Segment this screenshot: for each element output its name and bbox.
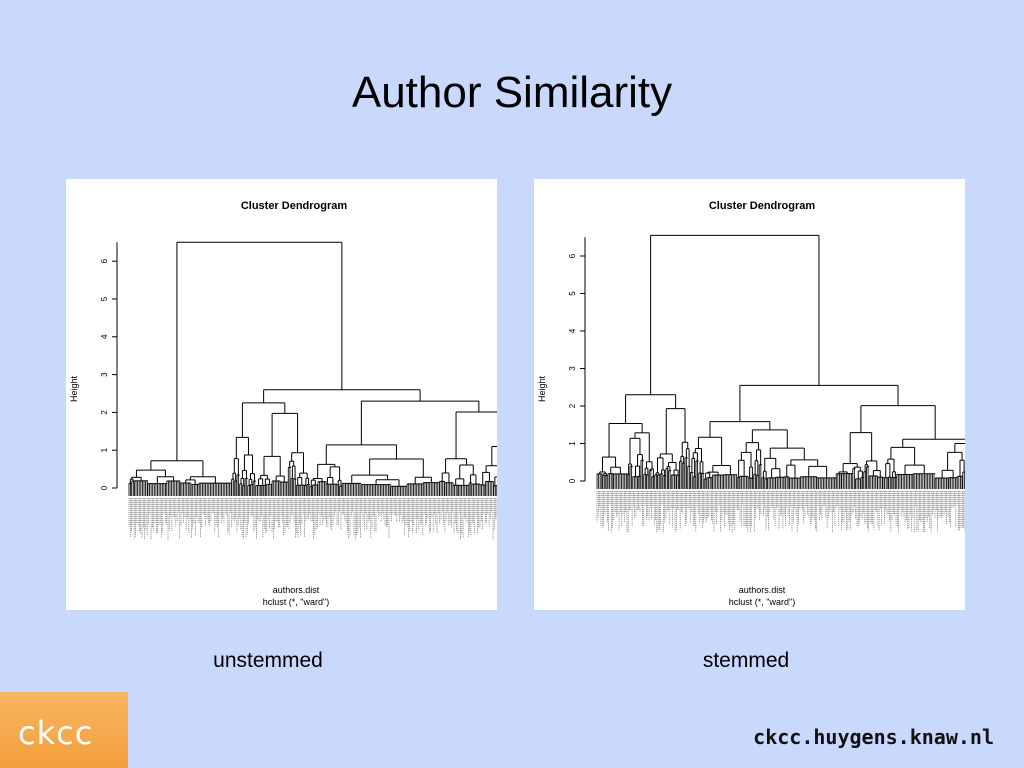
dendrogram-tree [128, 241, 497, 496]
x-axis-label: authors.dist [273, 585, 320, 595]
leaf-labels [596, 491, 965, 533]
x-axis-label: authors.dist [739, 585, 786, 595]
dendrogram-panel-stemmed: Cluster Dendrogram Height authors.dist h… [534, 179, 965, 610]
y-tick-label: 1 [568, 441, 577, 446]
y-tick-label: 5 [568, 291, 577, 296]
y-tick-label: 3 [100, 372, 109, 377]
x-axis-sublabel: hclust (*, "ward") [729, 597, 795, 607]
y-tick-label: 3 [568, 366, 577, 371]
y-tick-label: 1 [100, 447, 109, 452]
footer-url: ckcc.huygens.knaw.nl [753, 725, 994, 749]
chart-title: Cluster Dendrogram [709, 200, 816, 212]
leaf-labels [128, 498, 497, 540]
chart-title: Cluster Dendrogram [241, 200, 348, 212]
x-axis-sublabel: hclust (*, "ward") [263, 597, 329, 607]
dendrogram-panel-unstemmed: Cluster Dendrogram Height authors.dist h… [66, 179, 497, 610]
dendrogram-tree [596, 234, 965, 489]
caption-unstemmed: unstemmed [213, 649, 323, 672]
caption-stemmed: stemmed [702, 649, 790, 672]
slide-title: Author Similarity [351, 68, 673, 117]
y-tick-label: 2 [568, 403, 577, 408]
y-tick-label: 2 [100, 410, 109, 415]
logo-text: ckcc [18, 714, 94, 752]
y-tick-label: 6 [568, 253, 577, 258]
y-tick-label: 4 [100, 334, 109, 339]
ckcc-logo: ckcc [0, 692, 128, 768]
dendrogram-chart-unstemmed: Cluster Dendrogram Height authors.dist h… [69, 200, 497, 607]
y-tick-label: 6 [100, 258, 109, 263]
y-axis-label: Height [537, 375, 547, 402]
y-axis: 0 1 2 3 4 5 6 [100, 242, 118, 490]
dendrogram-chart-stemmed: Cluster Dendrogram Height authors.dist h… [537, 200, 965, 607]
y-tick-label: 0 [568, 478, 577, 483]
y-tick-label: 5 [100, 296, 109, 301]
y-tick-label: 0 [100, 485, 109, 490]
y-tick-label: 4 [568, 328, 577, 333]
y-axis-label: Height [69, 375, 79, 402]
y-axis: 0 1 2 3 4 5 6 [568, 237, 586, 483]
